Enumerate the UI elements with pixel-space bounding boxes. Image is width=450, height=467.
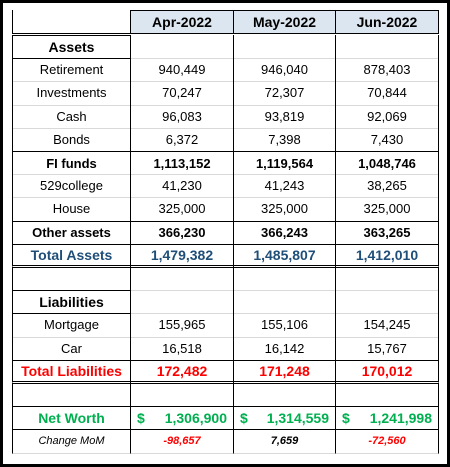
blank-cell (130, 383, 234, 408)
blank-cell (335, 35, 439, 60)
section-title: Liabilities (12, 290, 131, 315)
value-cell: 7,430 (335, 127, 439, 152)
net-worth-label: Net Worth (12, 406, 131, 431)
row-label: Other assets (12, 220, 131, 245)
value-cell: 325,000 (130, 197, 234, 222)
value-cell: 15,767 (335, 336, 439, 361)
blank-cell (12, 267, 131, 292)
value-cell: 70,247 (130, 81, 234, 106)
value-cell: 7,398 (233, 127, 336, 152)
value-cell: 92,069 (335, 104, 439, 129)
net-worth-value: 1,306,900 (164, 410, 227, 427)
row-label: 529college (12, 174, 131, 199)
column-header: Jun-2022 (335, 10, 439, 34)
value-cell: 946,040 (233, 58, 336, 83)
value-cell: 878,403 (335, 58, 439, 83)
blank-cell (233, 383, 336, 408)
row-label: FI funds (12, 151, 131, 176)
value-cell: 41,243 (233, 174, 336, 199)
blank-cell (335, 383, 439, 408)
blank-cell (233, 267, 336, 292)
section-title: Assets (12, 35, 131, 60)
row-label: Retirement (12, 58, 131, 83)
value-cell: 325,000 (335, 197, 439, 222)
blank-cell (130, 290, 234, 315)
net-worth-value: 1,241,998 (369, 410, 432, 427)
value-cell: 16,518 (130, 336, 234, 361)
value-cell: 93,819 (233, 104, 336, 129)
value-cell: 38,265 (335, 174, 439, 199)
value-cell: 155,965 (130, 313, 234, 338)
row-label: Total Assets (12, 243, 131, 268)
value-cell: 1,048,746 (335, 151, 439, 176)
value-cell: 1,485,807 (233, 243, 336, 268)
value-cell: 1,119,564 (233, 151, 336, 176)
net-worth-cell: $1,314,559 (233, 406, 336, 431)
change-value: -98,657 (130, 429, 234, 454)
change-value: -72,560 (335, 429, 439, 454)
value-cell: 172,482 (130, 359, 234, 384)
value-cell: 170,012 (335, 359, 439, 384)
row-label: Mortgage (12, 313, 131, 338)
value-cell: 6,372 (130, 127, 234, 152)
value-cell: 1,412,010 (335, 243, 439, 268)
header-blank (12, 10, 131, 34)
value-cell: 16,142 (233, 336, 336, 361)
net-worth-value: 1,314,559 (266, 410, 329, 427)
change-value: 7,659 (233, 429, 336, 454)
value-cell: 154,245 (335, 313, 439, 338)
value-cell: 155,106 (233, 313, 336, 338)
net-worth-cell: $1,241,998 (335, 406, 439, 431)
value-cell: 41,230 (130, 174, 234, 199)
value-cell: 72,307 (233, 81, 336, 106)
value-cell: 366,243 (233, 220, 336, 245)
value-cell: 1,113,152 (130, 151, 234, 176)
change-label: Change MoM (12, 429, 131, 454)
blank-cell (130, 35, 234, 60)
row-label: Total Liabilities (12, 359, 131, 384)
row-label: Investments (12, 81, 131, 106)
blank-cell (335, 267, 439, 292)
value-cell: 940,449 (130, 58, 234, 83)
column-header: Apr-2022 (130, 10, 234, 34)
row-label: Cash (12, 104, 131, 129)
column-header: May-2022 (233, 10, 336, 34)
currency-symbol: $ (342, 410, 350, 427)
net-worth-cell: $1,306,900 (130, 406, 234, 431)
row-label: House (12, 197, 131, 222)
value-cell: 70,844 (335, 81, 439, 106)
currency-symbol: $ (137, 410, 145, 427)
blank-cell (233, 35, 336, 60)
value-cell: 366,230 (130, 220, 234, 245)
row-label: Bonds (12, 127, 131, 152)
blank-cell (335, 290, 439, 315)
currency-symbol: $ (240, 410, 248, 427)
blank-cell (12, 383, 131, 408)
value-cell: 325,000 (233, 197, 336, 222)
value-cell: 1,479,382 (130, 243, 234, 268)
value-cell: 96,083 (130, 104, 234, 129)
value-cell: 363,265 (335, 220, 439, 245)
blank-cell (233, 290, 336, 315)
blank-cell (130, 267, 234, 292)
value-cell: 171,248 (233, 359, 336, 384)
row-label: Car (12, 336, 131, 361)
